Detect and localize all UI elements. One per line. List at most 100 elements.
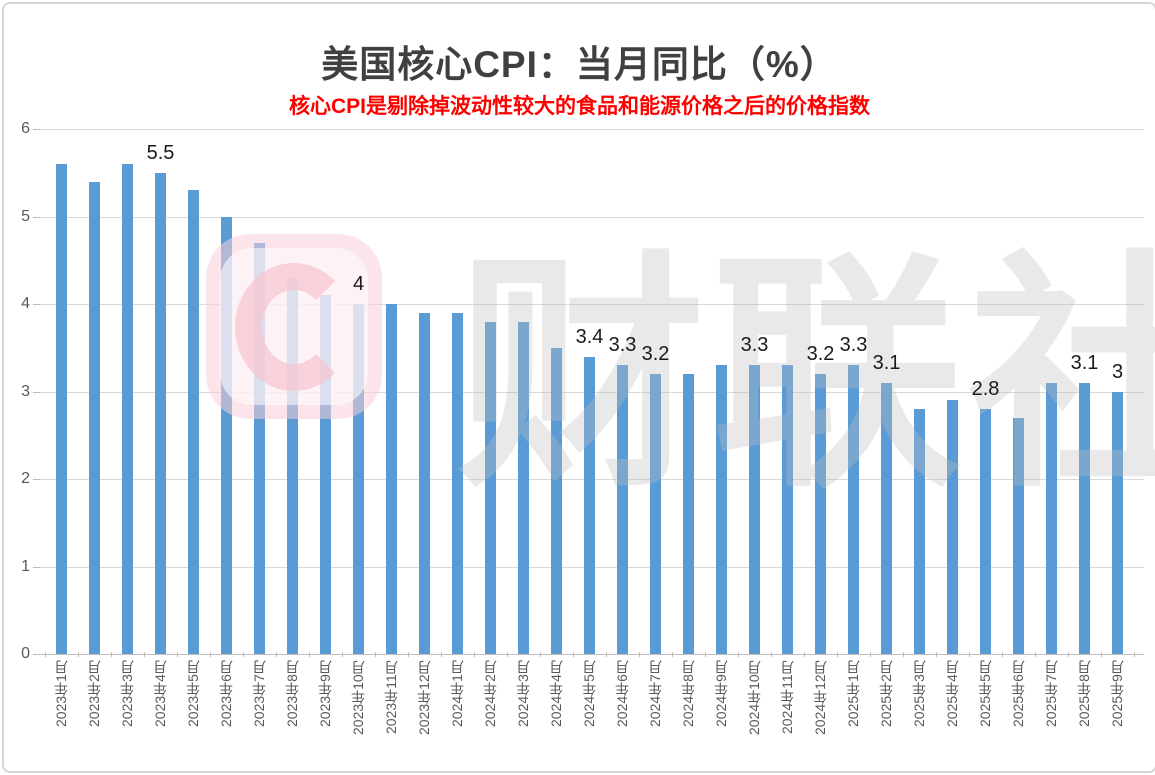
bar bbox=[683, 374, 694, 654]
data-label: 3.3 bbox=[740, 334, 769, 357]
x-axis-tick bbox=[705, 652, 706, 657]
x-axis-label: 2024年3月 bbox=[514, 660, 531, 727]
bar bbox=[1013, 417, 1024, 654]
x-axis-tick bbox=[969, 652, 970, 657]
bar bbox=[518, 321, 529, 654]
data-label: 4 bbox=[352, 273, 365, 295]
y-axis-label: 3 bbox=[21, 382, 30, 400]
x-axis-label: 2025年9月 bbox=[1108, 660, 1125, 727]
x-axis-label: 2025年6月 bbox=[1009, 660, 1026, 727]
x-axis-label: 2023年4月 bbox=[151, 660, 168, 727]
gridline bbox=[40, 129, 1144, 130]
x-axis-label: 2023年9月 bbox=[316, 660, 333, 727]
bar bbox=[188, 190, 199, 654]
bar bbox=[881, 382, 892, 654]
x-axis-tick bbox=[210, 652, 211, 657]
x-axis-label: 2025年2月 bbox=[877, 660, 894, 727]
x-axis-tick bbox=[606, 652, 607, 657]
x-axis-tick bbox=[78, 652, 79, 657]
bar bbox=[452, 312, 463, 654]
x-axis-label: 2023年12月 bbox=[415, 660, 432, 735]
y-axis-tick bbox=[33, 129, 41, 130]
y-axis-tick bbox=[33, 391, 41, 393]
y-axis-tick bbox=[33, 479, 41, 480]
bar bbox=[155, 172, 166, 654]
x-axis-tick bbox=[639, 652, 640, 657]
x-axis-label: 2025年4月 bbox=[943, 660, 960, 727]
x-axis-tick bbox=[738, 652, 739, 657]
bar bbox=[650, 374, 661, 654]
x-axis-tick bbox=[474, 652, 475, 657]
x-axis-tick bbox=[903, 652, 904, 657]
bar bbox=[386, 304, 397, 654]
x-axis-tick bbox=[1035, 652, 1036, 657]
x-axis-tick bbox=[573, 652, 574, 657]
x-axis-tick bbox=[111, 652, 112, 657]
x-axis-label: 2023年6月 bbox=[217, 660, 234, 727]
bar bbox=[716, 365, 727, 654]
bar bbox=[287, 277, 298, 654]
x-axis-label: 2024年9月 bbox=[712, 660, 729, 727]
y-axis-tick bbox=[33, 566, 41, 568]
data-label: 3.3 bbox=[839, 334, 868, 357]
data-label: 3 bbox=[1111, 360, 1124, 383]
data-label: 5.5 bbox=[146, 141, 175, 164]
x-axis-label: 2024年11月 bbox=[778, 660, 795, 734]
x-axis-label: 2023年8月 bbox=[283, 660, 300, 727]
x-axis-tick bbox=[342, 652, 343, 657]
gridline bbox=[40, 304, 1144, 305]
x-axis-label: 2024年1月 bbox=[448, 660, 465, 727]
bar bbox=[221, 216, 232, 654]
x-axis-tick bbox=[837, 652, 838, 657]
y-axis-label: 4 bbox=[21, 295, 30, 312]
x-axis-label: 2025年3月 bbox=[910, 660, 927, 727]
x-axis-tick bbox=[507, 652, 508, 657]
bar bbox=[1046, 382, 1057, 654]
x-axis-tick bbox=[1134, 652, 1135, 657]
y-axis-tick bbox=[33, 654, 41, 655]
data-label: 3.3 bbox=[608, 334, 637, 357]
data-label: 3.1 bbox=[1070, 351, 1099, 374]
x-axis-label: 2024年6月 bbox=[613, 660, 630, 727]
x-axis-label: 2023年2月 bbox=[85, 660, 102, 727]
x-axis-tick bbox=[672, 652, 673, 657]
y-axis-tick bbox=[33, 216, 41, 218]
bar bbox=[848, 365, 859, 654]
x-axis-label: 2023年10月 bbox=[349, 660, 366, 735]
x-axis-tick bbox=[276, 652, 277, 657]
y-axis-label: 2 bbox=[21, 470, 30, 487]
x-axis-label: 2024年8月 bbox=[679, 660, 696, 727]
x-axis-tick bbox=[936, 652, 937, 657]
data-label: 3.1 bbox=[872, 351, 901, 374]
x-axis-label: 2025年1月 bbox=[844, 660, 861, 727]
x-axis-label: 2023年11月 bbox=[382, 660, 399, 734]
data-label: 3.2 bbox=[806, 343, 835, 365]
x-axis-tick bbox=[870, 652, 871, 657]
x-axis-tick bbox=[441, 652, 442, 657]
bar bbox=[914, 409, 925, 654]
x-axis-tick bbox=[243, 652, 244, 657]
bar bbox=[1112, 391, 1123, 654]
x-axis-label: 2023年3月 bbox=[118, 660, 135, 727]
bar bbox=[353, 304, 364, 654]
bar bbox=[782, 365, 793, 654]
x-axis-tick bbox=[804, 652, 805, 657]
x-axis-label: 2024年5月 bbox=[580, 660, 597, 727]
y-axis-label: 1 bbox=[21, 557, 30, 575]
x-axis-tick bbox=[144, 652, 145, 657]
x-axis-label: 2024年4月 bbox=[547, 660, 564, 727]
bar bbox=[485, 321, 496, 654]
x-axis-tick bbox=[408, 652, 409, 657]
y-axis-label: 5 bbox=[21, 207, 30, 225]
bar bbox=[419, 312, 430, 654]
x-axis-tick bbox=[1101, 652, 1102, 657]
plot-area: 财联社 0 1 2 3 4 5 6 2023年1月 2023年2月 2023年3月 2023年4月 2… bbox=[4, 4, 1155, 771]
bar bbox=[551, 347, 562, 654]
data-label: 3.4 bbox=[575, 325, 604, 348]
bar bbox=[815, 374, 826, 654]
x-axis-label: 2024年7月 bbox=[646, 660, 663, 727]
x-axis-tick bbox=[771, 652, 772, 657]
x-axis-label: 2025年7月 bbox=[1042, 660, 1059, 727]
x-axis-tick bbox=[375, 652, 376, 657]
